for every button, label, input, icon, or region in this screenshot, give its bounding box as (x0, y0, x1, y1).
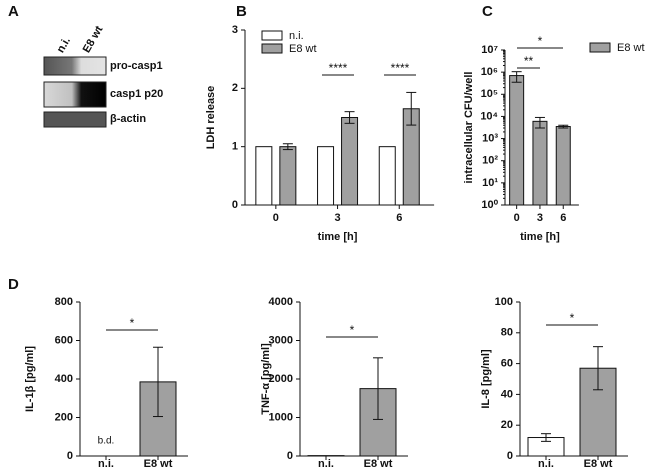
x-tick-label: 6 (560, 212, 566, 224)
y-tick-label: 10² (482, 155, 498, 167)
x-tick-label: 6 (396, 212, 402, 224)
bar (378, 146, 396, 206)
legend-label: n.i. (289, 30, 304, 42)
y-axis-label: intracellular CFU/well (463, 72, 475, 184)
x-tick-label: 0 (514, 212, 520, 224)
legend-swatch (589, 42, 611, 53)
y-tick-label: 10⁵ (481, 88, 498, 100)
annotation: * (538, 34, 543, 48)
y-tick-label: 10⁰ (481, 199, 498, 211)
panel-label: A (8, 3, 19, 20)
y-tick-label: 0 (507, 450, 513, 462)
x-tick-label: E8 wt (144, 458, 173, 469)
annotation: b.d. (98, 436, 115, 447)
y-tick-label: 0 (232, 199, 238, 211)
bar (317, 146, 335, 206)
bar (255, 146, 273, 206)
lane-label: E8 wt (81, 24, 106, 55)
y-tick-label: 1 (232, 141, 238, 153)
y-tick-label: 10³ (482, 132, 498, 144)
annotation: **** (329, 61, 348, 75)
x-tick-label: 3 (334, 212, 340, 224)
lane-label: n.i. (55, 35, 73, 55)
y-axis-label: TNF-α [pg/ml] (260, 343, 272, 415)
y-tick-label: 400 (55, 373, 73, 385)
panel-label: D (8, 276, 19, 293)
panel-label: B (236, 3, 247, 20)
x-axis-label: time [h] (520, 231, 560, 243)
annotation: * (350, 323, 355, 337)
y-tick-label: 1000 (269, 411, 293, 423)
panel-label: C (482, 3, 493, 20)
legend-swatch (261, 30, 283, 41)
annotation: * (130, 316, 135, 330)
x-tick-label: E8 wt (584, 458, 613, 469)
band-label: β-actin (110, 113, 146, 125)
legend-label: E8 wt (617, 42, 645, 54)
y-tick-label: 600 (55, 334, 73, 346)
legend-label: E8 wt (289, 43, 317, 55)
y-axis-label: IL-1β [pg/ml] (24, 346, 36, 412)
blot-band (43, 111, 107, 128)
blot-band (43, 56, 107, 76)
x-tick-label: n.i. (318, 458, 334, 469)
annotation: **** (391, 61, 410, 75)
x-tick-label: E8 wt (364, 458, 393, 469)
y-tick-label: 0 (287, 450, 293, 462)
annotation: * (570, 311, 575, 325)
y-tick-label: 4000 (269, 296, 293, 308)
y-tick-label: 3000 (269, 334, 293, 346)
y-tick-label: 2 (232, 82, 238, 94)
y-tick-label: 800 (55, 296, 73, 308)
band-label: pro-casp1 (110, 60, 163, 72)
y-tick-label: 3 (232, 24, 238, 36)
legend-swatch (261, 43, 283, 54)
y-tick-label: 200 (55, 411, 73, 423)
y-tick-label: 80 (501, 327, 513, 339)
y-tick-label: 20 (501, 419, 513, 431)
y-tick-label: 10⁴ (480, 110, 498, 122)
blot-band (43, 81, 107, 108)
blot: n.i. E8 wt pro-casp1 casp1 p20 β-actin (43, 24, 163, 128)
x-tick-label: n.i. (538, 458, 554, 469)
y-axis-label: IL-8 [pg/ml] (480, 349, 492, 409)
y-axis-label: LDH release (205, 86, 217, 150)
x-tick-label: 0 (273, 212, 279, 224)
bar (279, 146, 297, 206)
y-tick-label: 2000 (269, 373, 293, 385)
bar (509, 75, 525, 206)
y-tick-label: 10¹ (482, 177, 498, 189)
y-tick-label: 0 (67, 450, 73, 462)
x-tick-label: n.i. (98, 458, 114, 469)
bar (341, 117, 359, 206)
annotation: ** (524, 54, 534, 68)
bar (532, 120, 548, 206)
y-tick-label: 10⁶ (481, 66, 498, 78)
x-axis-label: time [h] (318, 231, 358, 243)
y-tick-label: 10⁷ (481, 44, 498, 56)
x-tick-label: 3 (537, 212, 543, 224)
band-label: casp1 p20 (110, 88, 163, 100)
bar (555, 126, 571, 206)
y-tick-label: 60 (501, 358, 513, 370)
y-tick-label: 40 (501, 388, 513, 400)
y-tick-label: 100 (495, 296, 513, 308)
